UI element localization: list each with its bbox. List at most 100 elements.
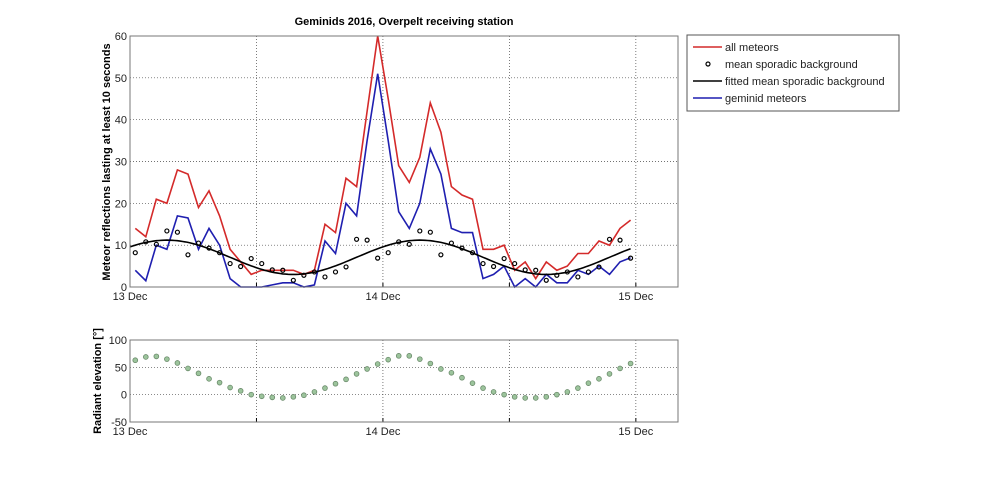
radiant-elevation-point	[280, 395, 286, 401]
radiant-elevation-point	[532, 395, 539, 401]
sporadic-background-point	[153, 241, 159, 247]
x-tick-label: 15 Dec	[618, 426, 653, 438]
radiant-elevation-point	[469, 380, 476, 386]
sporadic-background-point	[343, 264, 349, 270]
radiant-elevation-point	[206, 376, 212, 382]
axes-frame	[129, 339, 679, 423]
fitted-sporadic-curve	[129, 239, 631, 276]
legend-label-all-meteors: all meteors	[725, 42, 779, 54]
sporadic-background-point	[269, 267, 275, 273]
sporadic-background-point	[596, 264, 602, 270]
sporadic-background-point	[311, 269, 318, 275]
sporadic-background-point	[132, 250, 138, 256]
sporadic-background-point	[438, 252, 444, 258]
radiant-elevation-point	[543, 394, 550, 400]
radiant-elevation-point	[575, 385, 581, 391]
sporadic-background-point	[216, 250, 223, 256]
radiant-elevation-point	[353, 371, 360, 377]
sporadic-background-point	[174, 229, 181, 235]
radiant-elevation-point	[290, 394, 297, 400]
sporadic-background-point	[406, 241, 412, 247]
y-axis-label-top: Meteor reflections lasting at least 10 s…	[101, 43, 113, 280]
radiant-elevation-point	[438, 366, 444, 372]
sporadic-background-point	[543, 277, 549, 283]
sporadic-background-point	[575, 274, 581, 280]
radiant-elevation-point	[164, 356, 170, 362]
radiant-elevation-point	[448, 369, 455, 376]
y-tick-label: 60	[115, 31, 127, 43]
sporadic-background-point	[164, 228, 170, 234]
radiant-elevation-point	[501, 391, 507, 398]
sporadic-background-point	[238, 263, 244, 270]
y-tick-label: 50	[115, 73, 127, 85]
sporadic-background-point	[480, 260, 486, 267]
radiant-elevation-point	[564, 389, 571, 395]
sporadic-background-point	[427, 229, 433, 235]
radiant-elevation-point	[490, 389, 497, 395]
radiant-elevation-point	[554, 391, 560, 398]
radiant-elevation-point	[248, 391, 254, 398]
legend-label-fitted: fitted mean sporadic background	[725, 76, 885, 88]
radiant-elevation-point	[216, 379, 223, 386]
radiant-elevation-point	[143, 354, 149, 360]
sporadic-background-point	[259, 260, 265, 267]
radiant-elevation-point	[301, 392, 307, 399]
sporadic-background-point	[490, 263, 497, 270]
sporadic-background-point	[606, 236, 613, 242]
legend-swatch-sporadic	[705, 61, 711, 67]
sporadic-background-point	[627, 255, 634, 261]
sporadic-background-point	[448, 240, 455, 246]
y-tick-label: 0	[121, 390, 127, 402]
radiant-elevation-point	[511, 394, 518, 400]
legend-label-sporadic: mean sporadic background	[725, 59, 858, 71]
sporadic-background-point	[195, 240, 202, 246]
sporadic-background-point	[322, 274, 328, 280]
radiant-elevation-point	[617, 365, 623, 372]
y-tick-label: 100	[109, 335, 127, 347]
radiant-elevation-point	[364, 366, 370, 372]
all-meteors-line	[134, 35, 632, 281]
legend: all meteors mean sporadic background fit…	[686, 34, 900, 112]
sporadic-background-point	[617, 237, 623, 243]
radiant-elevation-point	[374, 361, 381, 367]
sporadic-background-point	[512, 260, 518, 267]
chart-title: Geminids 2016, Overpelt receiving statio…	[295, 16, 514, 28]
x-tick-label: 13 Dec	[113, 291, 148, 303]
sporadic-background-point	[290, 277, 296, 283]
sporadic-background-point	[522, 267, 528, 273]
legend-box	[686, 34, 900, 112]
radiant-elevation-point	[322, 385, 328, 391]
sporadic-background-point	[248, 255, 254, 262]
radiant-elevation-point	[459, 374, 465, 381]
y-tick-label: 30	[115, 157, 127, 169]
radiant-elevation-point	[480, 385, 486, 391]
sporadic-background-point	[469, 250, 476, 256]
sporadic-background-point	[280, 267, 286, 273]
radiant-elevation-plot: -50 0 50 100 13 Dec 14 Dec 15 Dec	[109, 335, 679, 438]
y-tick-label: 20	[115, 198, 127, 210]
radiant-elevation-point	[227, 384, 233, 391]
radiant-elevation-point	[395, 353, 402, 359]
radiant-elevation-point	[385, 356, 391, 363]
sporadic-background-point	[459, 245, 465, 251]
sporadic-background-point	[206, 245, 212, 251]
x-tick-label: 14 Dec	[365, 291, 400, 303]
legend-label-geminid: geminid meteors	[725, 93, 807, 105]
sporadic-background-point	[185, 252, 191, 258]
sporadic-background-point	[385, 250, 391, 256]
y-tick-label: 0	[121, 282, 127, 294]
y-tick-label: 50	[115, 362, 127, 374]
x-tick-label: 14 Dec	[365, 426, 400, 438]
radiant-elevation-point	[195, 370, 202, 377]
sporadic-background-point	[227, 260, 233, 267]
radiant-elevation-point	[237, 388, 244, 394]
y-tick-label: 40	[115, 115, 127, 127]
sporadic-background-point	[332, 269, 339, 275]
sporadic-background-point	[501, 255, 507, 262]
x-tick-label: 15 Dec	[618, 291, 653, 303]
radiant-elevation-point	[585, 380, 592, 386]
meteor-counts-plot: 0 10 20 30 40 50 60 13 Dec 14 Dec 15 Dec	[113, 31, 679, 303]
sporadic-background-point	[301, 272, 307, 278]
radiant-elevation-point	[269, 394, 276, 401]
sporadic-background-point	[417, 228, 423, 234]
